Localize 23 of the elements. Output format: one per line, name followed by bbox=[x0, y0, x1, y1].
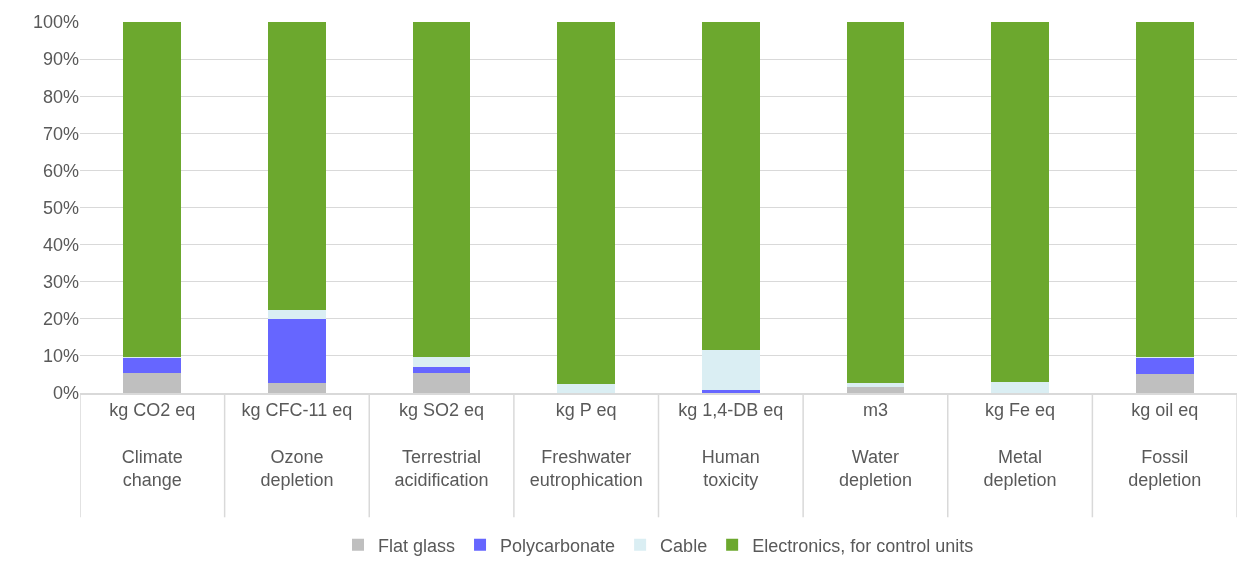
category-label: m3 Water depletion bbox=[838, 400, 912, 491]
y-tick-label: 60% bbox=[42, 160, 79, 181]
legend-label: Electronics, for control units bbox=[752, 535, 974, 556]
category-label: kg oil eq Fossil depletion bbox=[1128, 400, 1202, 491]
y-tick-label: 20% bbox=[42, 309, 79, 330]
category-label: kg P eq Freshwater eutrophication bbox=[529, 400, 643, 491]
y-tick-label: 100% bbox=[32, 12, 79, 33]
category-label: kg CO2 eq Climate change bbox=[109, 400, 196, 491]
category-label: kg SO2 eq Terrestrial acidification bbox=[394, 400, 489, 491]
category-label: kg Fe eq Metal depletion bbox=[983, 400, 1057, 491]
category-label: kg 1,4-DB eq Human toxicity bbox=[678, 400, 784, 491]
legend-label: Cable bbox=[660, 535, 708, 556]
y-tick-label: 50% bbox=[42, 197, 79, 218]
y-tick-label: 40% bbox=[42, 234, 79, 255]
legend-label: Polycarbonate bbox=[500, 535, 616, 556]
y-tick-label: 80% bbox=[42, 86, 79, 107]
y-tick-label: 90% bbox=[42, 49, 79, 70]
category-label: kg CFC-11 eq Ozone depletion bbox=[241, 400, 353, 491]
legend-label: Flat glass bbox=[378, 535, 456, 556]
y-tick-label: 70% bbox=[42, 123, 79, 144]
y-tick-label: 0% bbox=[52, 383, 79, 404]
y-tick-label: 10% bbox=[42, 346, 79, 367]
y-tick-label: 30% bbox=[42, 272, 79, 292]
